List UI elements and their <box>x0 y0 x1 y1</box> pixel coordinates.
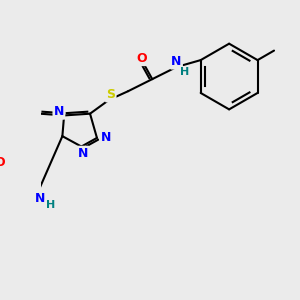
Text: N: N <box>54 106 64 118</box>
Text: N: N <box>100 131 111 144</box>
Text: H: H <box>181 67 190 77</box>
Text: N: N <box>78 147 88 160</box>
Text: N: N <box>171 55 182 68</box>
Text: O: O <box>0 156 5 169</box>
Text: O: O <box>136 52 147 65</box>
Text: S: S <box>106 88 115 101</box>
Text: N: N <box>35 192 45 205</box>
Text: H: H <box>46 200 55 210</box>
